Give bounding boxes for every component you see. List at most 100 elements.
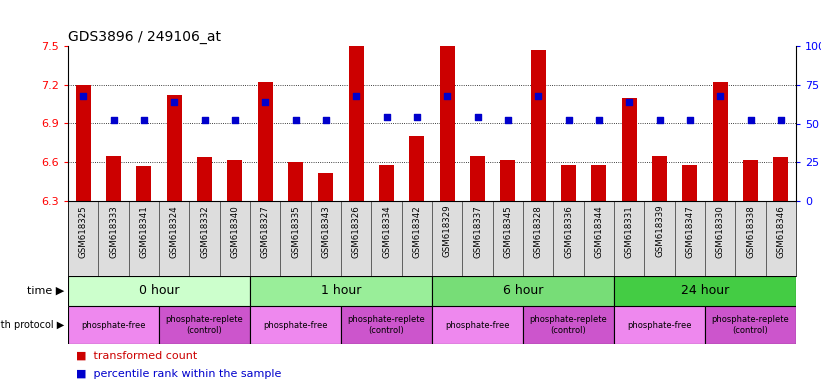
Bar <box>743 160 758 201</box>
Text: GSM618335: GSM618335 <box>291 205 300 258</box>
Text: phosphate-replete
(control): phosphate-replete (control) <box>347 315 425 335</box>
Point <box>471 114 484 120</box>
Bar <box>319 172 333 201</box>
Point <box>107 118 120 124</box>
Bar <box>500 160 516 201</box>
Point <box>683 118 696 124</box>
Bar <box>250 306 341 344</box>
Text: phosphate-free: phosphate-free <box>81 321 146 329</box>
Bar <box>682 165 697 201</box>
Bar <box>773 157 788 201</box>
Bar <box>167 95 181 201</box>
Bar <box>705 306 796 344</box>
Point <box>502 118 515 124</box>
Point <box>167 99 181 105</box>
Text: ■  transformed count: ■ transformed count <box>76 350 198 360</box>
Bar <box>432 306 523 344</box>
Text: GSM618341: GSM618341 <box>140 205 149 258</box>
Bar <box>614 306 705 344</box>
Bar <box>250 276 432 306</box>
Bar <box>379 165 394 201</box>
Text: phosphate-replete
(control): phosphate-replete (control) <box>712 315 789 335</box>
Bar <box>341 306 432 344</box>
Point <box>228 118 241 124</box>
Text: GSM618330: GSM618330 <box>716 205 725 258</box>
Bar <box>614 276 796 306</box>
Bar <box>713 82 727 201</box>
Text: 0 hour: 0 hour <box>139 285 179 298</box>
Text: GSM618339: GSM618339 <box>655 205 664 257</box>
Text: 24 hour: 24 hour <box>681 285 729 298</box>
Text: GSM618334: GSM618334 <box>382 205 391 258</box>
Text: time ▶: time ▶ <box>26 286 64 296</box>
Text: GSM618337: GSM618337 <box>473 205 482 258</box>
Bar <box>136 166 151 201</box>
Text: GSM618328: GSM618328 <box>534 205 543 258</box>
Bar <box>621 98 637 201</box>
Text: phosphate-replete
(control): phosphate-replete (control) <box>530 315 608 335</box>
Text: GSM618325: GSM618325 <box>79 205 88 258</box>
Text: GSM618332: GSM618332 <box>200 205 209 258</box>
Point <box>198 118 211 124</box>
Text: GDS3896 / 249106_at: GDS3896 / 249106_at <box>68 30 221 44</box>
Point <box>622 99 635 105</box>
Bar <box>349 46 364 201</box>
Text: ■  percentile rank within the sample: ■ percentile rank within the sample <box>76 369 282 379</box>
Text: GSM618331: GSM618331 <box>625 205 634 258</box>
Bar <box>530 50 546 201</box>
Text: GSM618329: GSM618329 <box>443 205 452 257</box>
Bar <box>68 306 159 344</box>
Text: GSM618324: GSM618324 <box>170 205 179 258</box>
Text: phosphate-free: phosphate-free <box>627 321 692 329</box>
Point <box>410 114 424 120</box>
Text: GSM618336: GSM618336 <box>564 205 573 258</box>
Text: growth protocol ▶: growth protocol ▶ <box>0 320 64 330</box>
Bar <box>227 160 242 201</box>
Text: GSM618326: GSM618326 <box>351 205 360 258</box>
Point <box>532 93 545 99</box>
Bar <box>432 276 614 306</box>
Bar <box>439 46 455 201</box>
Point <box>259 99 272 105</box>
Text: 6 hour: 6 hour <box>502 285 544 298</box>
Text: GSM618342: GSM618342 <box>412 205 421 258</box>
Text: GSM618340: GSM618340 <box>231 205 240 258</box>
Point <box>774 118 787 124</box>
Text: GSM618347: GSM618347 <box>686 205 695 258</box>
Point <box>289 118 302 124</box>
Text: GSM618327: GSM618327 <box>260 205 269 258</box>
Point <box>380 114 393 120</box>
Bar <box>591 165 607 201</box>
Bar <box>76 85 91 201</box>
Text: GSM618346: GSM618346 <box>777 205 786 258</box>
Point <box>653 118 666 124</box>
Bar <box>561 165 576 201</box>
Point <box>441 93 454 99</box>
Text: GSM618343: GSM618343 <box>321 205 330 258</box>
Point <box>592 118 605 124</box>
Bar <box>288 162 303 201</box>
Point <box>76 93 89 99</box>
Text: phosphate-free: phosphate-free <box>445 321 510 329</box>
Point <box>137 118 150 124</box>
Bar <box>523 306 614 344</box>
Point <box>350 93 363 99</box>
Bar <box>197 157 212 201</box>
Text: 1 hour: 1 hour <box>321 285 361 298</box>
Point <box>744 118 757 124</box>
Bar <box>106 156 121 201</box>
Bar <box>258 82 273 201</box>
Point <box>713 93 727 99</box>
Point <box>562 118 575 124</box>
Text: GSM618344: GSM618344 <box>594 205 603 258</box>
Text: GSM618333: GSM618333 <box>109 205 118 258</box>
Text: GSM618338: GSM618338 <box>746 205 755 258</box>
Text: phosphate-replete
(control): phosphate-replete (control) <box>166 315 243 335</box>
Bar <box>409 136 424 201</box>
Text: phosphate-free: phosphate-free <box>264 321 328 329</box>
Bar <box>159 306 250 344</box>
Bar <box>68 276 250 306</box>
Text: GSM618345: GSM618345 <box>503 205 512 258</box>
Point <box>319 118 333 124</box>
Bar <box>470 156 485 201</box>
